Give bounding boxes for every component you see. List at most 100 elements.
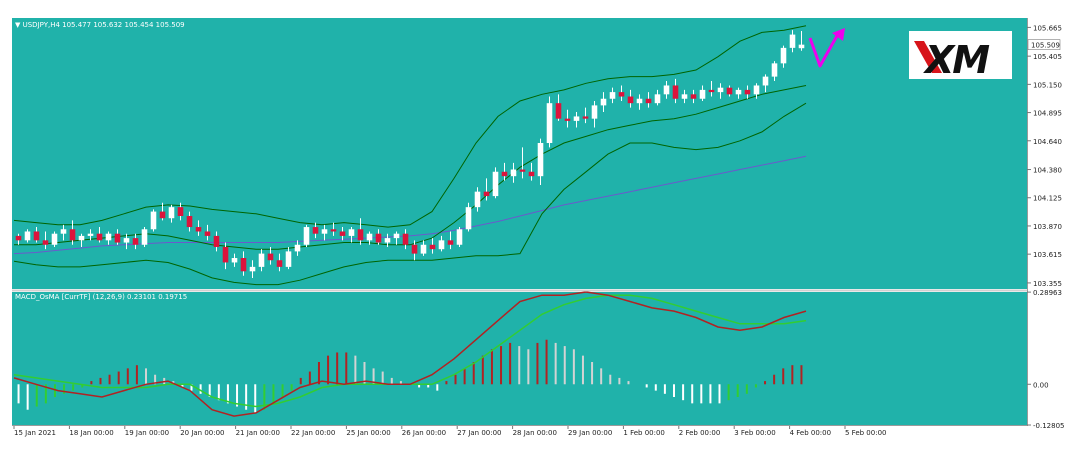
candle [168,204,175,223]
candle-body [339,231,346,236]
candle [402,229,409,250]
candle [564,109,571,128]
candle [33,227,40,243]
price-tick-label: 105.150 [1033,81,1062,89]
candle-body [186,215,193,228]
candle-body [546,103,553,143]
candle [645,92,652,108]
macd-panel[interactable]: MACD_OsMA [CurrTF] (12,26,9) 0.23101 0.1… [12,291,1027,425]
price-tick-label: 105.405 [1033,53,1062,61]
arrow-head [832,28,845,41]
candle-body [492,171,499,197]
current-price-tag [1027,39,1061,50]
candle [780,45,787,68]
candle-body [123,238,130,243]
candle-body [15,235,22,241]
time-axis[interactable]: 15 Jan 2021 18 Jan 00:00 19 Jan 00:00 20 Ja… [13,426,886,437]
candle-body [429,244,436,250]
candle-body [51,233,58,245]
candle [24,229,31,243]
candle [510,162,517,183]
candle-body [348,229,355,236]
candle [465,202,472,232]
candle-body [33,231,40,241]
candle [555,94,562,121]
candle [69,220,76,245]
candle-body [87,233,94,236]
candle [366,231,373,245]
candle [132,233,139,250]
candle-body [672,85,679,99]
price-axis[interactable]: 105.665 105.405 105.150 104.895 104.640 104.3… [1027,24,1062,288]
current-price-label: 105.509 [1031,42,1060,50]
candle-body [681,94,688,99]
candle [51,231,58,247]
time-tick-label: 15 Jan 2021 [14,429,56,437]
candle-body [78,235,85,241]
price-tick-label: 103.355 [1033,280,1062,288]
candle [456,227,463,247]
candle [330,222,337,236]
candle [771,61,778,82]
candle-body [636,98,643,104]
candle [141,227,148,247]
candle-body [258,253,265,267]
time-tick-label: 2 Feb 00:00 [679,429,720,437]
candle [303,224,310,247]
candle-body [366,233,373,241]
candle [348,227,355,243]
candle-body [141,229,148,245]
macd-axis[interactable]: 0.28963 0.00 -0.12805 [1027,289,1064,430]
candle-body [717,87,724,93]
bollinger-upper-line [13,25,807,228]
candle [411,240,418,261]
candle-body [411,244,418,254]
price-plot-area[interactable] [12,18,1027,289]
candle [258,249,265,272]
time-tick-label: 25 Jan 00:00 [346,429,390,437]
candle [339,227,346,241]
candle [231,253,238,267]
macd-panel-header: MACD_OsMA [CurrTF] (12,26,9) 0.23101 0.1… [15,293,187,301]
time-tick-label: 3 Feb 00:00 [734,429,775,437]
price-tick-label: 104.380 [1033,167,1062,175]
candle [186,211,193,232]
logo-accent-slash [914,41,942,73]
candle-body [375,233,382,243]
candle-body [159,211,166,219]
candle-body [285,251,292,267]
macd-tick-label: 0.00 [1033,381,1049,389]
candle [663,81,670,99]
candle [618,85,625,101]
candle-body [789,34,796,48]
candle [159,202,166,221]
candle [78,233,85,247]
candle-body [528,171,535,177]
price-tick-label: 105.665 [1033,24,1062,32]
candle [735,87,742,99]
candle-body [609,92,616,99]
price-tick-label: 103.615 [1033,251,1062,259]
candle [798,31,805,51]
candle [492,167,499,199]
time-tick-label: 22 Jan 00:00 [291,429,335,437]
price-panel[interactable]: ▼ USDJPY,H4 105.477 105.632 105.454 105.… [12,18,1027,289]
candle-body [771,63,778,77]
candle [267,246,274,265]
candle [744,85,751,99]
candle-body [132,238,139,245]
candle [294,240,301,256]
candle-body [519,169,526,172]
candle [420,240,427,256]
candle-body [177,207,184,216]
macd-series [13,291,807,417]
candle-body [474,191,481,208]
time-tick-label: 29 Jan 00:00 [568,429,612,437]
candle-body [303,227,310,245]
logo-text: XM [923,38,990,82]
candle-body [654,94,661,104]
candle [681,89,688,104]
candle-body [231,258,238,263]
price-tick-label: 104.640 [1033,138,1062,146]
